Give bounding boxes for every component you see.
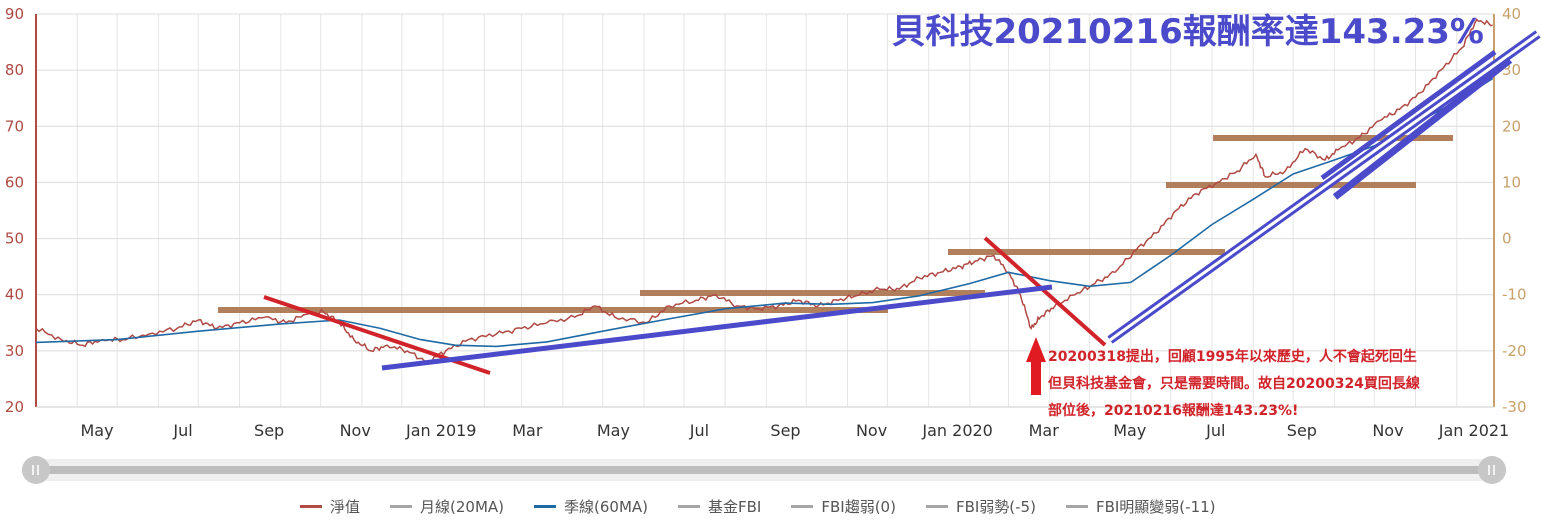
x-tick-label: Nov <box>856 421 887 440</box>
purple-support-line <box>381 284 1053 371</box>
legend-label-nav: 淨值 <box>330 498 361 516</box>
legend-item-fbi-weak[interactable]: FBI趨弱(0) <box>791 496 896 517</box>
x-tick-label: May <box>80 421 113 440</box>
x-tick-label: Sep <box>770 421 800 440</box>
x-tick-label: Nov <box>340 421 371 440</box>
y-left-tick-label: 20 <box>5 398 24 416</box>
annotation-note: 20200318提出，回顧1995年以來歷史，人不會起死回生 但貝科技基金會，只… <box>1048 344 1420 425</box>
chart-title: 貝科技20210216報酬率達143.23% <box>891 12 1484 52</box>
x-tick-label: Jan 2021 <box>1438 421 1509 440</box>
y-right-tick-label: 10 <box>1502 173 1521 191</box>
x-tick-label: May <box>597 421 630 440</box>
x-tick-label: Sep <box>254 421 284 440</box>
annotation-line-2: 但貝科技基金會，只是需要時間。故自20200324買回長線 <box>1048 376 1420 392</box>
legend-swatch-ma20 <box>390 505 413 508</box>
y-right-tick-label: -30 <box>1502 398 1527 416</box>
legend-label-fbi-very-weak: FBI明顯變弱(-11) <box>1095 498 1216 516</box>
x-tick-label: Jan 2019 <box>405 421 476 440</box>
y-left-tick-label: 50 <box>5 230 24 248</box>
x-tick-label: May <box>1113 421 1146 440</box>
legend-label-ma60: 季線(60MA) <box>564 498 649 516</box>
red-trend-line-2020 <box>983 236 1107 347</box>
legend-item-ma20[interactable]: 月線(20MA) <box>390 496 504 517</box>
annotation-line-1: 20200318提出，回顧1995年以來歷史，人不會起死回生 <box>1048 349 1417 365</box>
y-left-tick-label: 70 <box>5 117 24 135</box>
series-line-ma60 <box>35 77 1494 348</box>
range-handle-left[interactable] <box>22 456 50 484</box>
x-tick-label: Mar <box>1029 421 1060 440</box>
x-tick-label: Nov <box>1372 421 1403 440</box>
legend-swatch-ma60 <box>534 505 557 508</box>
x-tick-label: Jul <box>172 421 192 440</box>
legend-swatch-fbi-soft <box>925 505 948 508</box>
red-up-arrow <box>1026 337 1046 395</box>
legend-label-ma20: 月線(20MA) <box>420 498 505 516</box>
blue-trend-line-gap <box>1109 32 1539 342</box>
legend-item-fbi[interactable]: 基金FBI <box>678 496 761 517</box>
legend-label-fbi-weak: FBI趨弱(0) <box>821 498 896 516</box>
legend-swatch-fbi <box>678 505 701 508</box>
legend-item-ma60[interactable]: 季線(60MA) <box>534 496 648 517</box>
y-right-tick-label: 20 <box>1502 117 1521 135</box>
y-left-tick-label: 80 <box>5 61 24 79</box>
blue-trend-line-short-2 <box>1320 49 1497 181</box>
y-left-tick-label: 30 <box>5 342 24 360</box>
y-right-tick-label: 0 <box>1502 230 1512 248</box>
y-right-tick-label: 40 <box>1502 5 1521 23</box>
range-scroll-bar[interactable] <box>36 466 1492 474</box>
annotation-line-3: 部位後，20210216報酬達143.23%! <box>1048 403 1299 419</box>
legend-label-fbi-soft: FBI弱勢(-5) <box>955 498 1036 516</box>
y-right-tick-label: -20 <box>1502 342 1527 360</box>
x-tick-label: Sep <box>1287 421 1317 440</box>
y-left-tick-label: 40 <box>5 286 24 304</box>
y-right-tick-label: -10 <box>1502 286 1527 304</box>
legend-label-fbi: 基金FBI <box>708 498 762 516</box>
y-left-tick-label: 60 <box>5 173 24 191</box>
y-left-tick-label: 90 <box>5 5 24 23</box>
legend-swatch-nav <box>300 505 322 508</box>
chart-legend: 淨值 月線(20MA) 季線(60MA) 基金FBI FBI趨弱(0) FBI弱… <box>300 496 1216 517</box>
x-tick-label: Mar <box>512 421 543 440</box>
x-tick-label: Jul <box>1205 421 1225 440</box>
legend-swatch-fbi-very-weak <box>1065 505 1088 508</box>
blue-trend-line-short <box>1332 57 1513 200</box>
legend-item-fbi-very-weak[interactable]: FBI明顯變弱(-11) <box>1065 496 1216 517</box>
x-tick-label: Jul <box>689 421 709 440</box>
range-handle-right[interactable] <box>1478 456 1506 484</box>
legend-swatch-fbi-weak <box>791 505 814 508</box>
legend-item-fbi-soft[interactable]: FBI弱勢(-5) <box>925 496 1036 517</box>
legend-item-nav[interactable]: 淨值 <box>300 496 360 517</box>
x-tick-label: Jan 2020 <box>921 421 992 440</box>
